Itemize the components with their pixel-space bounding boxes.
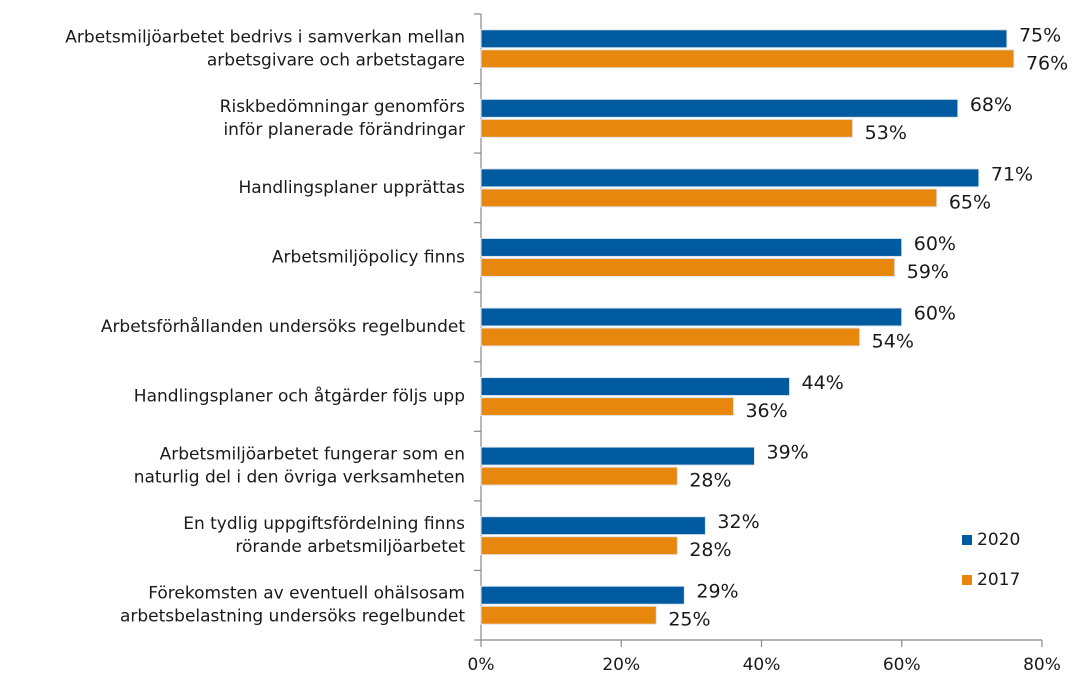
- x-tick-label: 80%: [1023, 655, 1061, 675]
- bar: [480, 188, 938, 208]
- value-label: 68%: [970, 94, 1012, 116]
- bar: [480, 536, 678, 556]
- x-tick-label: 40%: [743, 655, 781, 675]
- value-label: 60%: [914, 303, 956, 325]
- value-label: 65%: [949, 191, 991, 213]
- value-label: 53%: [865, 122, 907, 144]
- legend-swatch: [962, 535, 972, 545]
- bar: [480, 585, 685, 605]
- legend-label: 2020: [977, 530, 1020, 550]
- value-label: 76%: [1026, 52, 1068, 74]
- bar: [480, 516, 706, 536]
- bar: [480, 168, 980, 188]
- value-label: 29%: [696, 581, 738, 603]
- legend-label: 2017: [977, 570, 1020, 590]
- legend-swatch: [962, 575, 972, 585]
- value-label: 25%: [668, 609, 710, 631]
- value-label: 59%: [907, 261, 949, 283]
- category-label: Arbetsmiljöarbetet fungerar som en naturl…: [134, 445, 465, 488]
- bar: [480, 605, 657, 625]
- category-label: Handlingsplaner upprättas: [238, 178, 465, 198]
- bar: [480, 237, 903, 257]
- value-label: 28%: [689, 470, 731, 492]
- bar: [480, 98, 959, 118]
- bar: [480, 49, 1015, 69]
- bar: [480, 327, 861, 347]
- value-label: 54%: [872, 331, 914, 353]
- value-label: 71%: [991, 163, 1033, 185]
- value-label: 75%: [1019, 24, 1061, 46]
- bar: [480, 377, 791, 397]
- x-tick-label: 0%: [468, 655, 495, 675]
- value-label: 39%: [766, 442, 808, 464]
- x-tick-label: 20%: [602, 655, 640, 675]
- category-label: Förekomsten av eventuell ohälsosam arbets…: [120, 584, 465, 627]
- value-label: 28%: [689, 539, 731, 561]
- bar: [480, 257, 896, 277]
- category-label: Arbetsförhållanden undersöks regelbundet: [101, 316, 466, 337]
- bar: [480, 29, 1008, 49]
- value-label: 36%: [745, 400, 787, 422]
- category-label: Arbetsmiljöpolicy finns: [272, 247, 465, 267]
- category-label: En tydlig uppgiftsfördelning finns rörand…: [183, 514, 465, 557]
- category-label: Riskbedömningar genomförs inför planerade…: [220, 97, 465, 140]
- value-label: 44%: [802, 372, 844, 394]
- bar: [480, 307, 903, 327]
- value-label: 60%: [914, 233, 956, 255]
- bar: [480, 466, 678, 486]
- x-tick-label: 60%: [883, 655, 921, 675]
- bar: [480, 446, 755, 466]
- category-label: Handlingsplaner och åtgärder följs upp: [134, 386, 465, 407]
- value-label: 32%: [717, 511, 759, 533]
- category-label: Arbetsmiljöarbetet bedrivs i samverkan m…: [65, 27, 465, 70]
- bar: [480, 397, 734, 417]
- bar: [480, 118, 854, 138]
